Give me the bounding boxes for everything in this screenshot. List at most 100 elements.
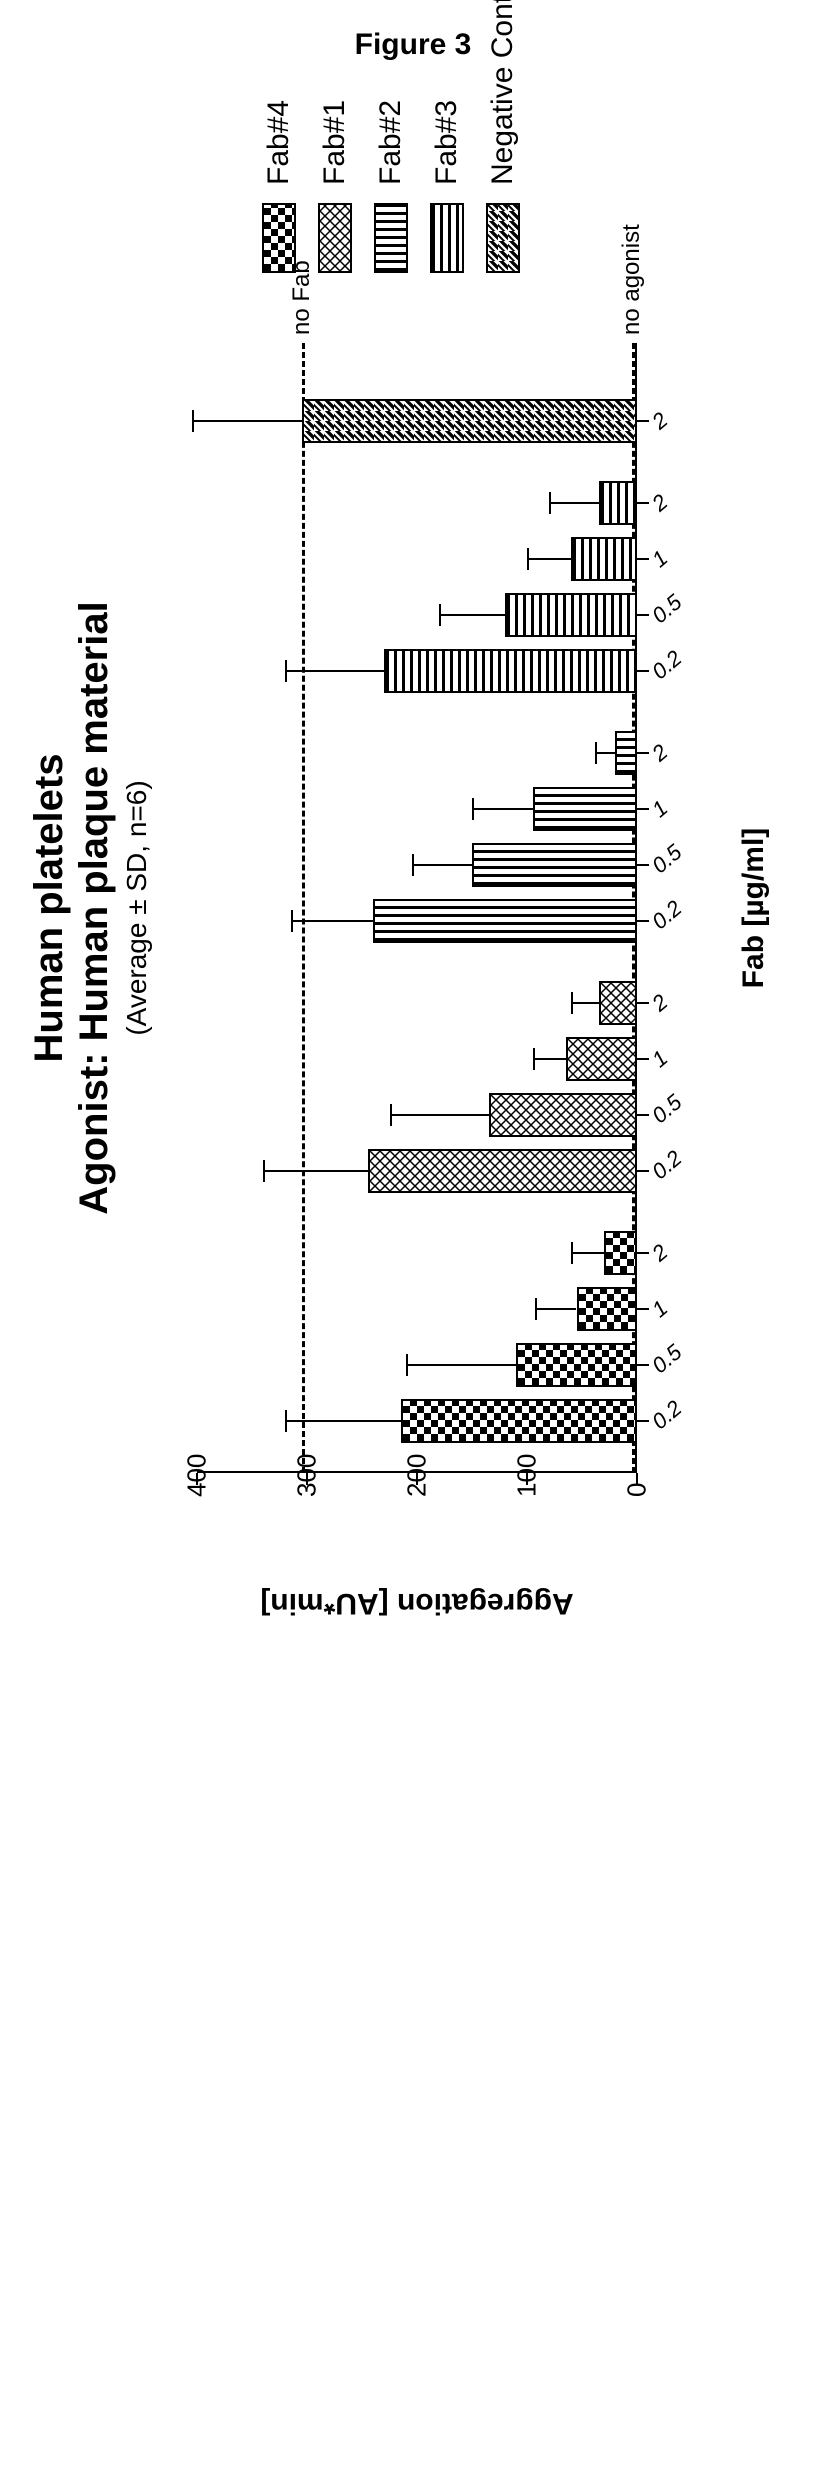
error-bar (285, 1420, 401, 1422)
x-tick (637, 420, 649, 422)
bar (604, 1231, 637, 1275)
error-bar-cap (595, 742, 597, 764)
error-bar-cap (285, 1410, 287, 1432)
x-axis-label: Fab [µg/ml] (737, 343, 771, 1473)
error-bar (406, 1364, 516, 1366)
error-bar-cap (263, 1160, 265, 1182)
chart-title-line1: Human platelets (27, 343, 72, 1473)
x-tick (637, 1364, 649, 1366)
legend-swatch (318, 203, 352, 273)
bar (489, 1093, 638, 1137)
error-bar (192, 420, 302, 422)
x-tick-label: 1 (647, 795, 673, 823)
page: Figure 3 Human platelets Agonist: Human … (0, 0, 826, 2490)
y-tick-label: 300 (292, 1493, 323, 1497)
chart-rotated-stage: Human platelets Agonist: Human plaque ma… (0, 0, 813, 1773)
error-bar-cap (439, 604, 441, 626)
error-bar (285, 670, 384, 672)
legend-item: Fab#2 (374, 0, 408, 273)
bar (599, 481, 638, 525)
error-bar-cap (412, 854, 414, 876)
error-bar (535, 1308, 577, 1310)
error-bar (595, 752, 615, 754)
x-tick (637, 752, 649, 754)
error-bar-cap (291, 910, 293, 932)
x-tick (637, 558, 649, 560)
bar (533, 787, 638, 831)
error-bar (439, 614, 505, 616)
error-bar-cap (285, 660, 287, 682)
x-tick (637, 670, 649, 672)
chart-subtitle: (Average ± SD, n=6) (121, 343, 153, 1473)
error-bar (263, 1170, 368, 1172)
legend-label: Fab#4 (262, 100, 296, 185)
x-tick-label: 0.2 (647, 1145, 687, 1185)
x-tick-label: 0.5 (647, 589, 687, 629)
chart: Human platelets Agonist: Human plaque ma… (27, 0, 787, 1713)
y-tick-label: 0 (622, 1493, 653, 1497)
bar (516, 1343, 637, 1387)
error-bar-cap (472, 798, 474, 820)
x-tick-label: 0.5 (647, 839, 687, 879)
x-tick-label: 1 (647, 545, 673, 573)
error-bar-cap (533, 1048, 535, 1070)
error-bar-cap (549, 492, 551, 514)
error-bar (571, 1252, 604, 1254)
x-tick (637, 1058, 649, 1060)
legend-label: Fab#3 (430, 100, 464, 185)
error-bar (390, 1114, 489, 1116)
reference-line (302, 343, 305, 1473)
error-bar (291, 920, 374, 922)
x-tick (637, 502, 649, 504)
error-bar-cap (571, 992, 573, 1014)
legend-item: Fab#3 (430, 0, 464, 273)
bar (384, 649, 637, 693)
error-bar-cap (535, 1298, 537, 1320)
error-bar-cap (192, 410, 194, 432)
x-tick (637, 1170, 649, 1172)
legend-item: Fab#1 (318, 0, 352, 273)
error-bar-cap (571, 1242, 573, 1264)
x-tick-label: 2 (647, 739, 673, 767)
error-bar (571, 1002, 599, 1004)
bar (373, 899, 637, 943)
y-tick-label: 200 (402, 1493, 433, 1497)
bar (472, 843, 637, 887)
reference-line-label: no agonist (618, 224, 646, 335)
y-tick-label: 100 (512, 1493, 543, 1497)
x-tick (637, 864, 649, 866)
bar (368, 1149, 638, 1193)
legend-item: Negative Control Fab (486, 0, 520, 273)
legend-swatch (374, 203, 408, 273)
error-bar (412, 864, 473, 866)
x-tick (637, 1114, 649, 1116)
error-bar (472, 808, 533, 810)
x-tick-label: 2 (647, 989, 673, 1017)
error-bar-cap (390, 1104, 392, 1126)
x-tick-label: 1 (647, 1045, 673, 1073)
y-axis-label: Aggregation [AU*min] (260, 1586, 573, 1620)
x-tick-label: 0.2 (647, 895, 687, 935)
x-tick (637, 1420, 649, 1422)
legend-label: Fab#1 (318, 100, 352, 185)
x-tick (637, 1002, 649, 1004)
error-bar-cap (527, 548, 529, 570)
error-bar (533, 1058, 566, 1060)
chart-titles: Human platelets Agonist: Human plaque ma… (27, 343, 153, 1473)
bar (577, 1287, 638, 1331)
error-bar (549, 502, 599, 504)
error-bar (527, 558, 571, 560)
bar (566, 1037, 638, 1081)
x-tick (637, 1308, 649, 1310)
legend-swatch (486, 203, 520, 273)
y-tick-label: 400 (182, 1493, 213, 1497)
bar (599, 981, 638, 1025)
bar (401, 1399, 638, 1443)
x-tick-label: 1 (647, 1295, 673, 1323)
x-tick-label: 2 (647, 1239, 673, 1267)
x-tick (637, 614, 649, 616)
plot-area: 0100200300400no Fabno agonist (197, 343, 637, 1473)
x-tick-label: 0.2 (647, 645, 687, 685)
legend: Fab#4 Fab#1 Fab#2 Fab#3 Negative Control Fab (262, 0, 542, 273)
error-bar-cap (406, 1354, 408, 1376)
